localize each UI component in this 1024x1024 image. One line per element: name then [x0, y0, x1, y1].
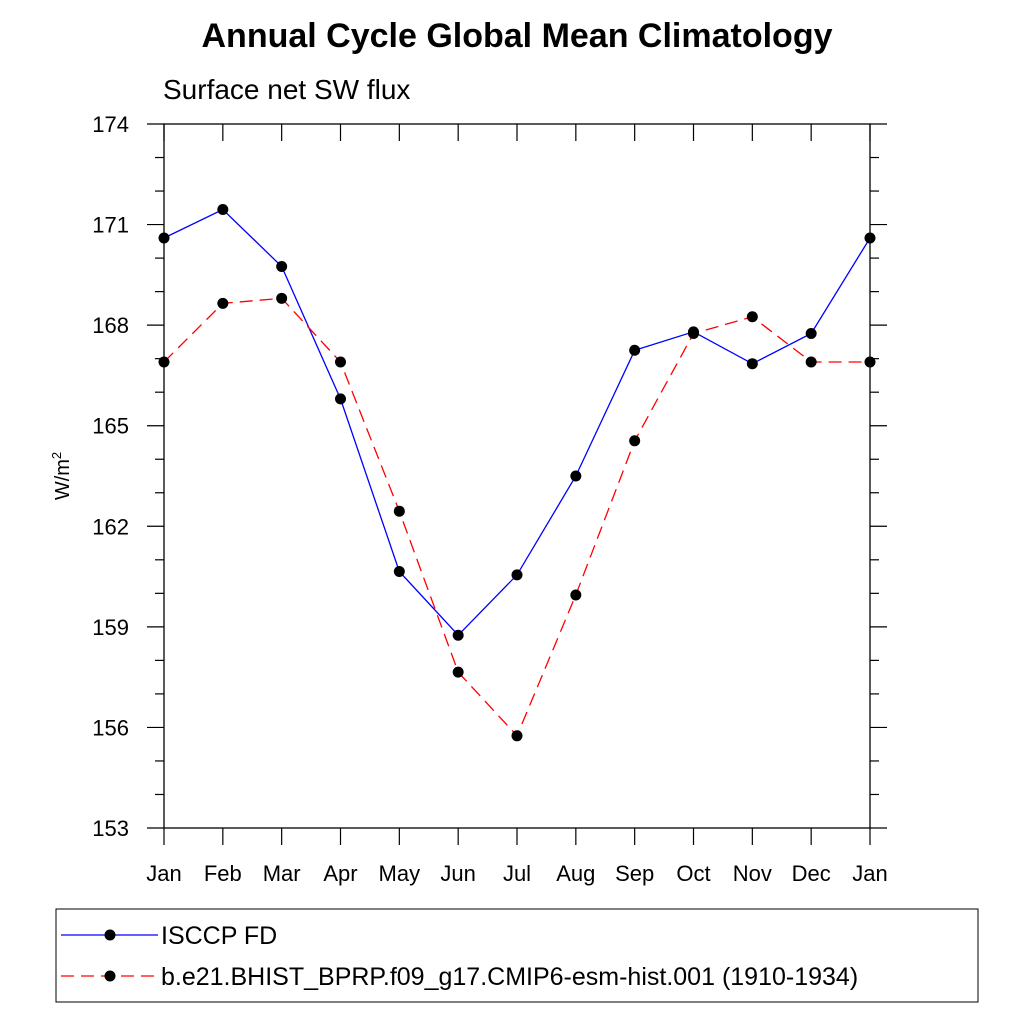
x-tick-label: Aug — [556, 861, 595, 886]
data-point-s0-8 — [629, 344, 641, 356]
x-tick-label: Jun — [440, 861, 475, 886]
legend-marker-isccp — [104, 929, 116, 941]
plot-frame — [163, 123, 871, 829]
y-axis-label: W/m2 — [49, 452, 74, 500]
y-axis-label-text: W/m — [52, 459, 74, 500]
data-point-s1-9 — [688, 328, 699, 340]
legend-entry-model: b.e21.BHIST_BPRP.f09_g17.CMIP6-esm-hist.… — [61, 963, 858, 991]
data-point-s0-6 — [511, 569, 523, 581]
series-layer — [158, 203, 876, 742]
x-tick-label: Jul — [503, 861, 531, 886]
data-point-s1-6 — [511, 730, 523, 742]
x-tick-label: Apr — [323, 861, 357, 886]
data-point-s0-2 — [276, 260, 288, 272]
data-point-s0-4 — [393, 566, 405, 578]
data-point-s1-7 — [570, 589, 582, 601]
data-point-s1-3 — [335, 356, 346, 368]
data-point-s0-1 — [217, 203, 229, 215]
data-point-s1-0 — [158, 356, 170, 368]
data-point-s0-0 — [158, 232, 170, 244]
data-point-s1-8 — [629, 435, 641, 447]
y-tick-label: 174 — [92, 112, 129, 137]
data-point-s1-11 — [805, 356, 817, 368]
legend-entry-isccp: ISCCP FD — [61, 922, 277, 950]
x-tick-label: May — [379, 861, 421, 886]
data-point-s0-5 — [452, 629, 464, 641]
series-line-1 — [163, 297, 870, 737]
y-tick-label: 159 — [92, 615, 129, 640]
legend-marker-model — [104, 970, 116, 982]
y-tick-label: 171 — [92, 213, 129, 238]
data-point-s1-2 — [276, 292, 288, 304]
chart-subtitle: Surface net SW flux — [163, 74, 410, 105]
data-point-s0-12 — [864, 232, 876, 244]
x-tick-label: Nov — [733, 861, 772, 886]
y-tick-label: 153 — [92, 816, 129, 841]
legend-box — [55, 908, 979, 1003]
data-point-s0-3 — [335, 393, 346, 405]
x-tick-label: Jan — [852, 861, 887, 886]
data-point-s1-4 — [393, 505, 405, 517]
data-point-s1-12 — [864, 356, 876, 368]
y-axis-label-superscript: 2 — [49, 452, 64, 459]
data-point-s0-7 — [570, 470, 582, 482]
legend-label-isccp: ISCCP FD — [161, 922, 277, 950]
y-tick-label: 165 — [92, 414, 129, 439]
y-tick-label: 162 — [92, 514, 129, 539]
chart-title: Annual Cycle Global Mean Climatology — [202, 17, 833, 55]
x-tick-label: Oct — [676, 861, 710, 886]
y-tick-label: 156 — [92, 715, 129, 740]
y-axis: 153 156 159 162 165 168 171 174 — [92, 112, 887, 841]
y-tick-label: 168 — [92, 313, 129, 338]
data-point-s1-5 — [452, 666, 464, 678]
data-point-s0-11 — [805, 328, 817, 340]
data-point-s0-10 — [746, 358, 758, 370]
x-tick-label: Mar — [263, 861, 301, 886]
x-tick-label: Dec — [792, 861, 831, 886]
x-tick-label: Feb — [204, 861, 242, 886]
x-axis: Jan Feb Mar Apr May Jun Jul Aug Sep Oct Nov Dec Jan — [146, 124, 888, 886]
data-point-s1-1 — [217, 297, 229, 309]
legend-label-model: b.e21.BHIST_BPRP.f09_g17.CMIP6-esm-hist.… — [161, 963, 858, 991]
x-tick-label: Sep — [615, 861, 654, 886]
x-tick-label: Jan — [146, 861, 181, 886]
data-point-s1-10 — [746, 311, 758, 323]
